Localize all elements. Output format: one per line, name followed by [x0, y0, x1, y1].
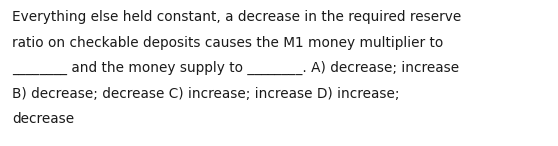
Text: ratio on checkable deposits causes the M1 money multiplier to: ratio on checkable deposits causes the M… [12, 36, 444, 50]
Text: B) decrease; decrease C) increase; increase D) increase;: B) decrease; decrease C) increase; incre… [12, 87, 400, 101]
Text: decrease: decrease [12, 112, 74, 126]
Text: Everything else held constant, a decrease in the required reserve: Everything else held constant, a decreas… [12, 10, 461, 24]
Text: ________ and the money supply to ________. A) decrease; increase: ________ and the money supply to _______… [12, 61, 459, 75]
